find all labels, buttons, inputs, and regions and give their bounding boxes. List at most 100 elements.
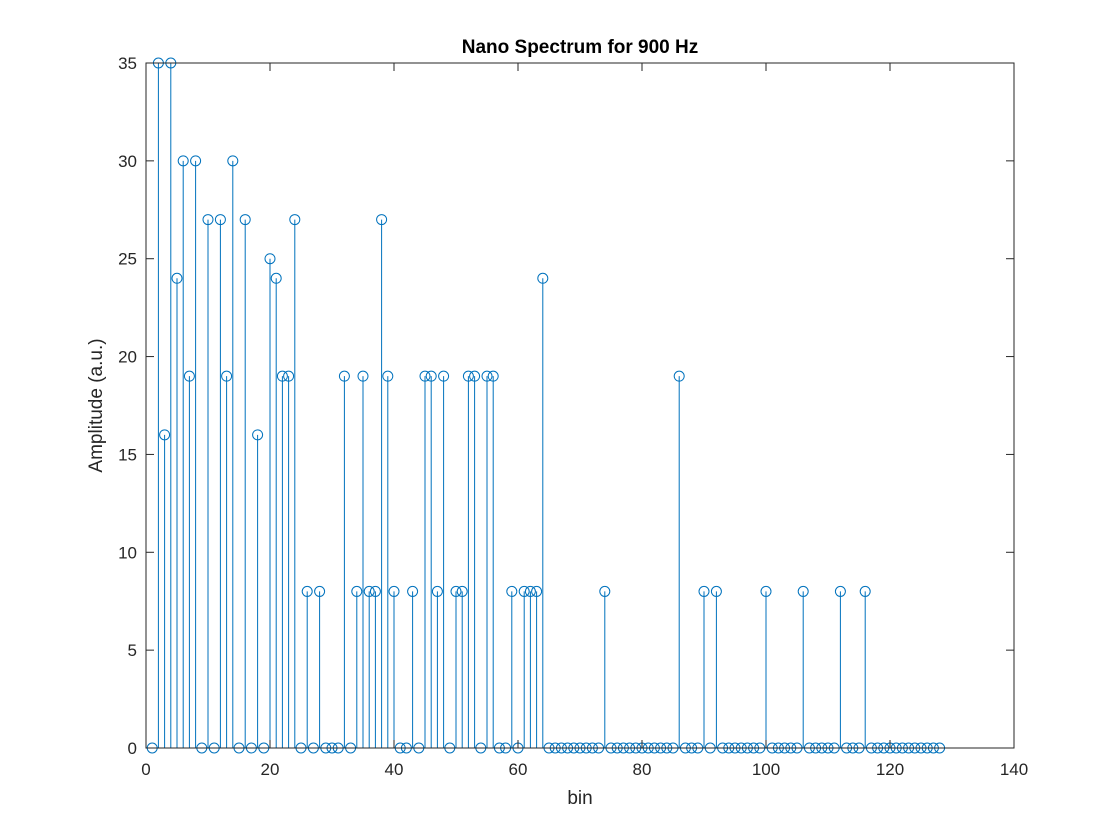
stem-marker xyxy=(270,272,282,284)
stem-marker xyxy=(289,214,301,226)
stem-40 xyxy=(388,585,400,748)
stem-marker xyxy=(159,429,171,441)
stem-92 xyxy=(710,585,722,748)
stem-8 xyxy=(190,155,202,748)
stem-21 xyxy=(270,272,282,748)
stem-50 xyxy=(450,585,462,748)
y-axis-label: Amplitude (a.u.) xyxy=(86,338,107,472)
stem-116 xyxy=(859,585,871,748)
stem-13 xyxy=(221,370,233,748)
stem-5 xyxy=(171,272,183,748)
y-tick-label: 5 xyxy=(128,641,137,660)
x-tick-label: 60 xyxy=(509,760,528,779)
stem-marker xyxy=(252,429,264,441)
axes-frame xyxy=(145,62,1015,749)
x-tick-label: 40 xyxy=(385,760,404,779)
stem-64 xyxy=(537,272,549,748)
stem-marker xyxy=(177,155,189,167)
stem-marker xyxy=(506,585,518,597)
x-tick-label: 140 xyxy=(1000,760,1028,779)
stem-marker xyxy=(376,214,388,226)
stem-14 xyxy=(227,155,239,748)
stem-marker xyxy=(462,370,474,382)
stem-marker xyxy=(469,370,481,382)
stem-marker xyxy=(214,214,226,226)
stem-3 xyxy=(159,429,171,748)
stem-90 xyxy=(698,585,710,748)
x-tick-label: 0 xyxy=(141,760,150,779)
stem-marker xyxy=(183,370,195,382)
stem-59 xyxy=(506,585,518,748)
stem-43 xyxy=(407,585,419,748)
stem-marker xyxy=(425,370,437,382)
stem-37 xyxy=(369,585,381,748)
stem-62 xyxy=(524,585,536,748)
y-tick-35: 35 xyxy=(118,54,1014,73)
x-tick-60: 60 xyxy=(509,63,528,779)
stem-marker xyxy=(301,585,313,597)
stem-34 xyxy=(351,585,363,748)
y-tick-10: 10 xyxy=(118,543,1014,562)
y-tick-label: 0 xyxy=(128,739,137,758)
stem-7 xyxy=(183,370,195,748)
y-tick-label: 35 xyxy=(118,54,137,73)
axes-box xyxy=(145,62,1015,749)
x-tick-80: 80 xyxy=(633,63,651,779)
stem-18 xyxy=(252,429,264,748)
y-tick-15: 15 xyxy=(118,445,1014,464)
stem-56 xyxy=(487,370,499,748)
stem-22 xyxy=(276,370,288,748)
x-axis-label: bin xyxy=(567,788,592,809)
stem-marker xyxy=(369,585,381,597)
stem-marker xyxy=(388,585,400,597)
stem-marker xyxy=(264,253,276,265)
x-tick-0: 0 xyxy=(141,63,151,779)
stem-marker xyxy=(518,585,530,597)
stem-marker xyxy=(834,585,846,597)
stem-marker xyxy=(487,370,499,382)
stem-marker xyxy=(524,585,536,597)
stem-52 xyxy=(462,370,474,748)
stem-45 xyxy=(419,370,431,748)
stem-48 xyxy=(438,370,450,748)
plot-area xyxy=(146,63,1014,748)
stem-marker xyxy=(710,585,722,597)
stem-marker xyxy=(190,155,202,167)
x-tick-100: 100 xyxy=(752,63,780,779)
stem-marker xyxy=(859,585,871,597)
stem-6 xyxy=(177,155,189,748)
stem-marker xyxy=(221,370,233,382)
x-tick-40: 40 xyxy=(385,63,404,779)
y-tick-label: 15 xyxy=(118,445,137,464)
stem-23 xyxy=(283,370,295,748)
x-tick-120: 120 xyxy=(876,63,904,779)
stem-marker xyxy=(351,585,363,597)
stem-51 xyxy=(456,585,468,748)
y-tick-label: 25 xyxy=(118,250,137,269)
y-tick-0: 0 xyxy=(128,739,1014,758)
stem-marker xyxy=(283,370,295,382)
y-tick-5: 5 xyxy=(128,641,1014,660)
x-tick-20: 20 xyxy=(261,63,279,779)
stem-24 xyxy=(289,214,301,748)
stem-112 xyxy=(834,585,846,748)
stem-marker xyxy=(314,585,326,597)
stem-16 xyxy=(239,214,251,748)
stem-marker xyxy=(673,370,685,382)
stem-marker xyxy=(537,272,549,284)
stem-36 xyxy=(363,585,375,748)
stem-series xyxy=(146,57,946,754)
stem-28 xyxy=(314,585,326,748)
stem-marker xyxy=(531,585,543,597)
y-tick-30: 30 xyxy=(118,152,1014,171)
stem-marker xyxy=(419,370,431,382)
stem-marker xyxy=(171,272,183,284)
stem-100 xyxy=(760,585,772,748)
stem-marker xyxy=(698,585,710,597)
stem-63 xyxy=(531,585,543,748)
stem-marker xyxy=(202,214,214,226)
x-tick-label: 100 xyxy=(752,760,780,779)
y-tick-20: 20 xyxy=(118,348,1014,367)
